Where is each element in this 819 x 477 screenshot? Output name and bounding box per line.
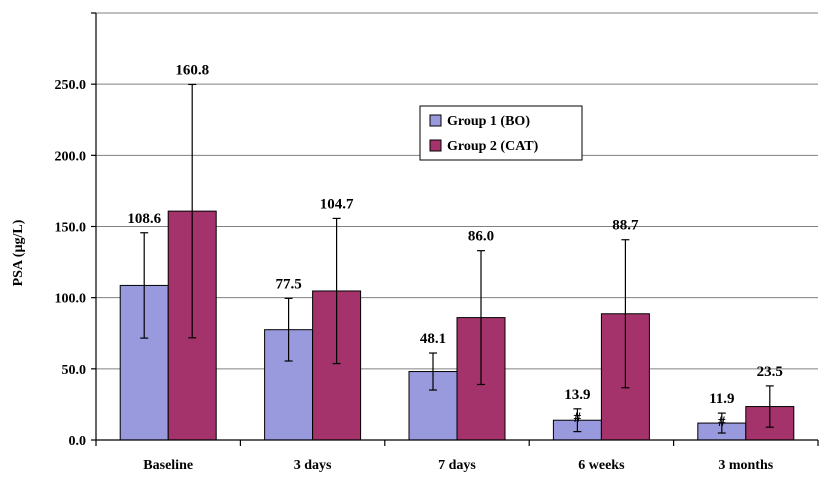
- legend: Group 1 (BO) Group 2 (CAT): [419, 105, 583, 161]
- y-tick-label: 100.0: [55, 292, 87, 307]
- labels: 0.0 50.0 100.0 150.0 200.0 250.0 Baseline 3 day…: [55, 62, 783, 473]
- significance-annotation: #: [718, 414, 726, 430]
- legend-swatch-group-1: [429, 114, 442, 127]
- data-label: 77.5: [275, 276, 301, 292]
- y-tick-label: 150.0: [55, 221, 87, 236]
- significance-annotation: #: [574, 410, 582, 426]
- legend-label-group-1: Group 1 (BO): [447, 114, 530, 129]
- y-axis-title: PSA (µg/L): [11, 219, 26, 286]
- data-label: 23.5: [757, 364, 783, 380]
- y-tick-label: 200.0: [55, 149, 87, 164]
- data-label: 48.1: [420, 331, 446, 347]
- data-label: 108.6: [127, 211, 161, 227]
- axes: [91, 12, 819, 446]
- x-tick-label: 6 weeks: [578, 458, 625, 473]
- data-label: 104.7: [320, 196, 354, 212]
- x-tick-label: 3 months: [718, 458, 773, 473]
- legend-box: [419, 105, 583, 161]
- legend-label-group-2: Group 2 (CAT): [447, 139, 539, 154]
- bars: [119, 210, 795, 441]
- data-label: 86.0: [468, 229, 494, 245]
- y-tick-label: 0.0: [69, 434, 87, 449]
- x-tick-label: 7 days: [438, 458, 476, 473]
- data-label: 160.8: [175, 62, 209, 78]
- x-tick-label: 3 days: [294, 458, 332, 473]
- data-label: 11.9: [709, 391, 734, 407]
- x-tick-label: Baseline: [143, 458, 193, 473]
- legend-swatch-group-2: [429, 139, 442, 152]
- y-tick-label: 50.0: [62, 363, 87, 378]
- data-label: 13.9: [564, 387, 590, 403]
- data-label: 88.7: [612, 218, 639, 234]
- error-bars: [140, 83, 774, 434]
- y-tick-label: 250.0: [55, 78, 87, 93]
